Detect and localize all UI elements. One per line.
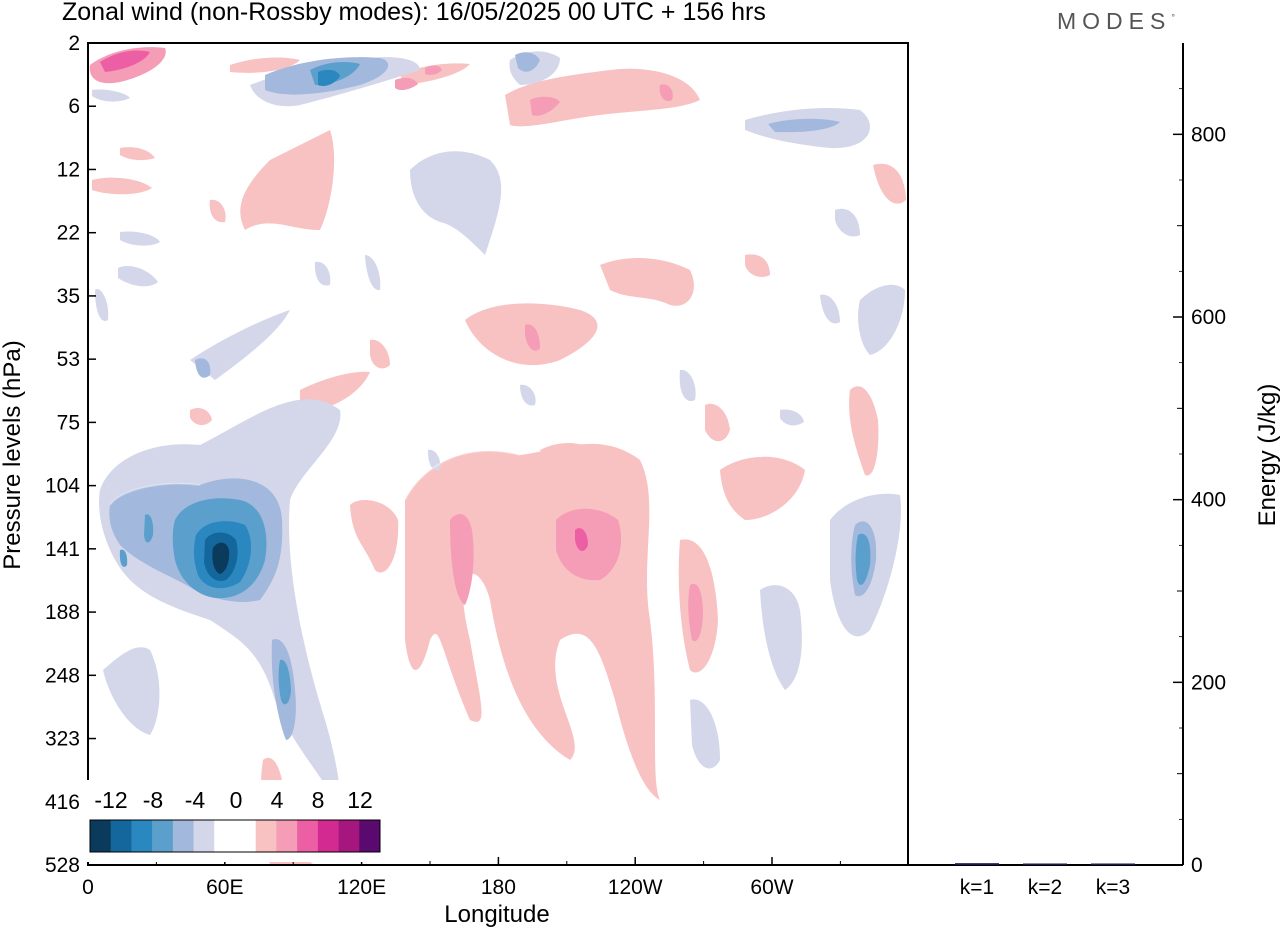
- colorbar-swatch: [276, 820, 298, 852]
- y-tick-label: 416: [45, 791, 80, 814]
- logo-text: MODES: [1057, 8, 1172, 34]
- energy-tick-label: 200: [1191, 671, 1226, 694]
- colorbar-label: 0: [230, 787, 243, 813]
- energy-bar: [1091, 863, 1135, 865]
- y-tick-label: 35: [57, 285, 80, 308]
- x-tick-label: 60W: [750, 876, 793, 899]
- colorbar-swatch: [172, 820, 194, 852]
- y-tick-label: 248: [45, 664, 80, 687]
- energy-bars: k=1 k=2 k=3: [955, 863, 1135, 899]
- colorbar-swatch: [193, 820, 215, 852]
- y-tick-label: 6: [68, 95, 80, 118]
- modes-logo: MODES°: [1057, 8, 1175, 35]
- y-tick-label: 323: [45, 728, 80, 751]
- colorbar-frame: [89, 819, 381, 853]
- energy-category-label: k=2: [1028, 876, 1062, 899]
- energy-tick-label: 400: [1191, 489, 1226, 512]
- easterly-core: [212, 542, 230, 574]
- easterly-strong: [109, 52, 877, 740]
- energy-axis-ticks: 0 200 400 600 800: [1173, 88, 1226, 877]
- colorbar-swatch: [317, 820, 339, 852]
- colorbar-swatch: [338, 820, 360, 852]
- y-tick-label: 12: [57, 158, 80, 181]
- colorbar-swatch: [255, 820, 277, 852]
- colorbar-label: -8: [143, 787, 163, 813]
- colorbar-label: -12: [94, 787, 127, 813]
- energy-axis-title: Energy (J/kg): [1254, 384, 1280, 527]
- energy-category-label: k=3: [1096, 876, 1130, 899]
- colorbar-swatch: [110, 820, 132, 852]
- westerly-regions: [92, 57, 906, 865]
- x-tick-label: 180: [481, 876, 516, 899]
- x-axis-title: Longitude: [444, 901, 549, 928]
- colorbar-swatch: [131, 820, 153, 852]
- energy-tick-label: 0: [1191, 854, 1203, 877]
- y-tick-label: 22: [57, 222, 80, 245]
- colorbar-label: 8: [312, 787, 325, 813]
- energy-category-label: k=1: [960, 876, 994, 899]
- energy-tick-label: 600: [1191, 306, 1226, 329]
- y-tick-label: 75: [57, 411, 80, 434]
- x-axis-ticks: 0 60E 120E 180 120W 60W: [82, 857, 841, 899]
- x-tick-label: 120W: [608, 876, 663, 899]
- wind-contour-field: [89, 47, 906, 865]
- y-tick-label: 2: [68, 32, 80, 55]
- colorbar-swatch: [152, 820, 174, 852]
- colorbar-labels: -12 -8 -4 0 4 8 12: [94, 787, 372, 813]
- westerly-stronger: [100, 50, 588, 552]
- y-tick-label: 188: [45, 601, 80, 624]
- colorbar-label: 12: [347, 787, 373, 813]
- energy-tick-label: 800: [1191, 123, 1226, 146]
- colorbar-swatch: [214, 820, 236, 852]
- y-axis-title: Pressure levels (hPa): [0, 340, 26, 569]
- colorbar-label: 4: [271, 787, 284, 813]
- logo-mark: °: [1171, 12, 1175, 23]
- easterly-regions: [92, 51, 905, 805]
- colorbar-swatch: [359, 820, 381, 852]
- y-tick-label: 141: [45, 538, 80, 561]
- x-tick-label: 0: [82, 876, 94, 899]
- y-tick-label: 528: [45, 854, 80, 877]
- y-tick-label: 104: [45, 475, 80, 498]
- energy-bar: [955, 863, 999, 865]
- colorbar-swatches: [90, 820, 381, 852]
- contour-lines: [109, 450, 521, 506]
- y-tick-label: 53: [57, 348, 80, 371]
- x-tick-label: 60E: [206, 876, 243, 899]
- colorbar: -12 -8 -4 0 4 8 12: [86, 780, 384, 862]
- x-tick-label: 120E: [337, 876, 386, 899]
- colorbar-swatch: [90, 820, 112, 852]
- chart-title: Zonal wind (non-Rossby modes): 16/05/202…: [62, 0, 766, 26]
- colorbar-swatch: [235, 820, 257, 852]
- colorbar-label: -4: [185, 787, 206, 813]
- energy-bar: [1023, 863, 1067, 865]
- colorbar-swatch: [297, 820, 319, 852]
